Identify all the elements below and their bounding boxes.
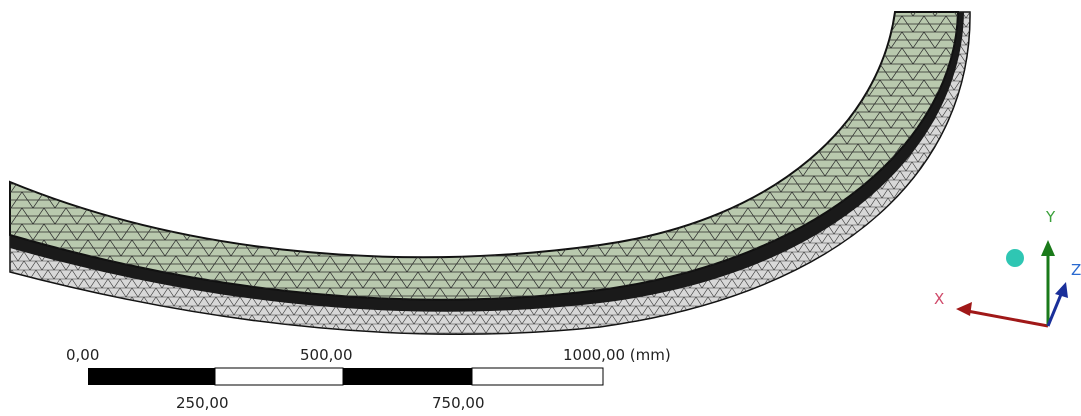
ring-top-mesh (10, 12, 958, 300)
scale-bar: 0,00 500,00 1000,00 (mm) 250,00 750,00 (66, 346, 671, 412)
scale-label: 250,00 (176, 394, 229, 412)
scale-label: 0,00 (66, 346, 99, 364)
scale-segment (214, 367, 344, 386)
y-label: Y (1045, 208, 1056, 226)
scale-segment (88, 368, 215, 385)
scale-segment (343, 368, 472, 385)
scale-label: 750,00 (432, 394, 485, 412)
ring-mesh (9, 11, 971, 336)
axis-triad: X Y Z (934, 208, 1081, 328)
y-arrow (1041, 240, 1055, 256)
scale-label: 1000,00 (mm) (563, 346, 671, 364)
scale-label: 500,00 (300, 346, 353, 364)
z-axis (1046, 291, 1064, 327)
triad-sphere (1006, 249, 1024, 267)
z-label: Z (1071, 261, 1081, 279)
x-arrow (956, 302, 972, 316)
scale-segment (471, 367, 604, 386)
z-arrow (1055, 282, 1068, 298)
x-label: X (934, 290, 944, 308)
x-axis (961, 308, 1049, 328)
